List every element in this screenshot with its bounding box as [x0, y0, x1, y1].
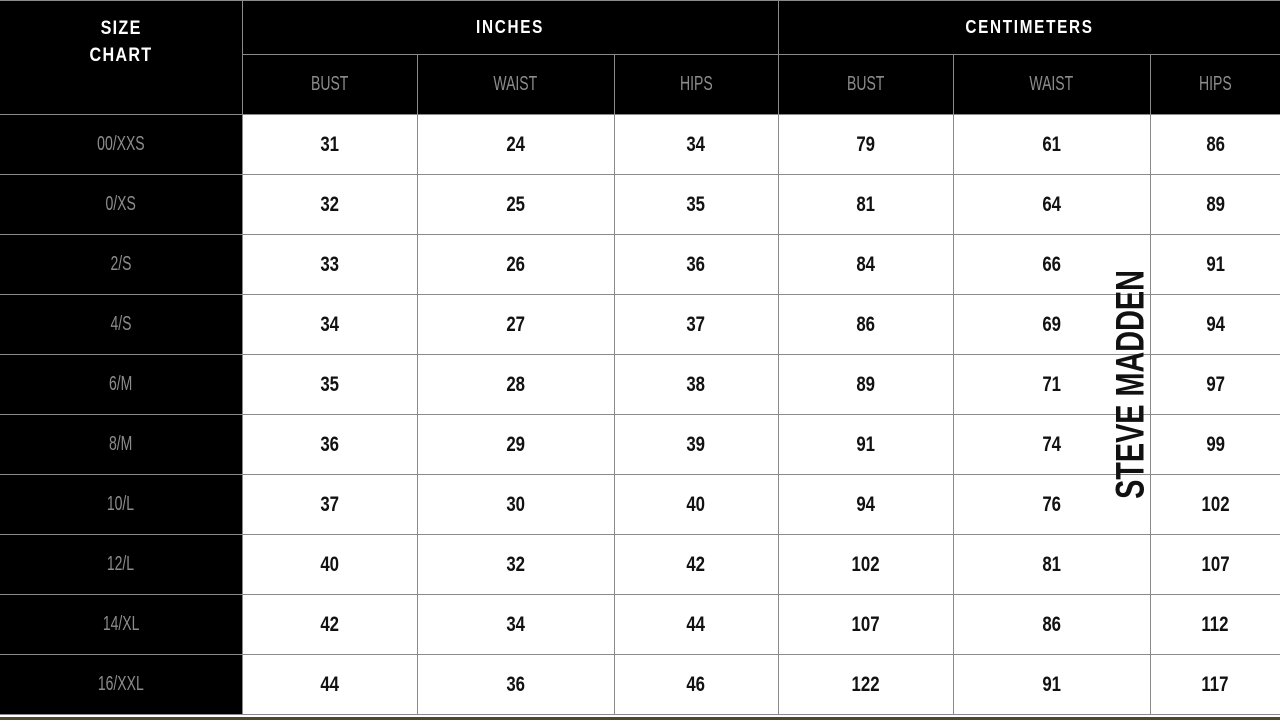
measurement-cell: 117: [1149, 654, 1280, 715]
size-label: 16/XXL: [0, 654, 243, 715]
measurement-cell: 84: [777, 234, 954, 295]
bottom-border: [0, 717, 1280, 720]
measurement-cell: 112: [1149, 594, 1280, 655]
size-label: 6/M: [0, 354, 243, 415]
table-row: 6/M 35 28 38 89 71 97: [0, 354, 1280, 415]
measurement-cell: 25: [416, 174, 615, 235]
measurement-cell: 44: [613, 594, 779, 655]
measurement-cell: 36: [613, 234, 779, 295]
table-row: 12/L 40 32 42 102 81 107: [0, 534, 1280, 595]
measurement-cell: 89: [777, 354, 954, 415]
measurement-cell: 35: [613, 174, 779, 235]
measurement-cell: 37: [241, 474, 418, 535]
column-header-hips-cm: HIPS: [1149, 54, 1280, 115]
column-header-waist-cm: WAIST: [952, 54, 1151, 115]
table-row: 8/M 36 29 39 91 74 99: [0, 414, 1280, 475]
measurement-cell: 99: [1149, 414, 1280, 475]
measurement-cell: 86: [1149, 114, 1280, 175]
measurement-cell: 42: [613, 534, 779, 595]
size-label: 14/XL: [0, 594, 243, 655]
measurement-cell: 26: [416, 234, 615, 295]
measurement-cell: 94: [1149, 294, 1280, 355]
measurement-cell: 33: [241, 234, 418, 295]
measurement-cell: 79: [777, 114, 954, 175]
size-label: 2/S: [0, 234, 243, 295]
measurement-cell: 76: [952, 474, 1151, 535]
measurement-cell: 38: [613, 354, 779, 415]
measurement-cell: 81: [777, 174, 954, 235]
size-label: 12/L: [0, 534, 243, 595]
size-label: 8/M: [0, 414, 243, 475]
measurement-cell: 46: [613, 654, 779, 715]
size-label: 00/XXS: [0, 114, 243, 175]
measurement-cell: 107: [777, 594, 954, 655]
measurement-cell: 69: [952, 294, 1151, 355]
measurement-cell: 36: [416, 654, 615, 715]
measurement-cell: 40: [241, 534, 418, 595]
measurement-cell: 42: [241, 594, 418, 655]
column-header-bust-cm: BUST: [777, 54, 954, 115]
measurement-cell: 32: [416, 534, 615, 595]
measurement-cell: 86: [777, 294, 954, 355]
group-header-centimeters: CENTIMETERS: [778, 0, 1280, 55]
size-label: 4/S: [0, 294, 243, 355]
measurement-cell: 91: [777, 414, 954, 475]
measurement-cell: 71: [952, 354, 1151, 415]
measurement-cell: 30: [416, 474, 615, 535]
measurement-cell: 94: [777, 474, 954, 535]
measurement-cell: 64: [952, 174, 1151, 235]
column-header-waist-in: WAIST: [416, 54, 615, 115]
table-row: 2/S 33 26 36 84 66 91: [0, 234, 1280, 295]
measurement-cell: 107: [1149, 534, 1280, 595]
measurement-cell: 34: [241, 294, 418, 355]
table-row: 14/XL 42 34 44 107 86 112: [0, 594, 1280, 655]
measurement-cell: 29: [416, 414, 615, 475]
table-row: 16/XXL 44 36 46 122 91 117: [0, 654, 1280, 715]
measurement-cell: 37: [613, 294, 779, 355]
measurement-cell: 39: [613, 414, 779, 475]
measurement-cell: 74: [952, 414, 1151, 475]
measurement-cell: 89: [1149, 174, 1280, 235]
measurement-cell: 34: [613, 114, 779, 175]
table-row: 4/S 34 27 37 86 69 94: [0, 294, 1280, 355]
measurement-cell: 122: [777, 654, 954, 715]
measurement-cell: 91: [952, 654, 1151, 715]
column-header-hips-in: HIPS: [613, 54, 779, 115]
size-label: 10/L: [0, 474, 243, 535]
measurement-cell: 40: [613, 474, 779, 535]
measurement-cell: 31: [241, 114, 418, 175]
size-label: 0/XS: [0, 174, 243, 235]
table-row: 00/XXS 31 24 34 79 61 86: [0, 114, 1280, 175]
measurement-cell: 81: [952, 534, 1151, 595]
group-header-inches: INCHES: [242, 0, 779, 55]
measurement-cell: 102: [1149, 474, 1280, 535]
measurement-cell: 36: [241, 414, 418, 475]
measurement-cell: 97: [1149, 354, 1280, 415]
measurement-cell: 28: [416, 354, 615, 415]
table-row: 10/L 37 30 40 94 76 102: [0, 474, 1280, 535]
column-header-bust-in: BUST: [242, 54, 418, 115]
measurement-cell: 61: [952, 114, 1151, 175]
measurement-cell: 32: [241, 174, 418, 235]
measurement-cell: 66: [952, 234, 1151, 295]
size-chart-title: SIZE CHART: [0, 0, 243, 115]
measurement-cell: 86: [952, 594, 1151, 655]
measurement-cell: 34: [416, 594, 615, 655]
measurement-cell: 91: [1149, 234, 1280, 295]
measurement-cell: 44: [241, 654, 418, 715]
measurement-cell: 102: [777, 534, 954, 595]
table-row: 0/XS 32 25 35 81 64 89: [0, 174, 1280, 235]
measurement-cell: 27: [416, 294, 615, 355]
measurement-cell: 24: [416, 114, 615, 175]
measurement-cell: 35: [241, 354, 418, 415]
